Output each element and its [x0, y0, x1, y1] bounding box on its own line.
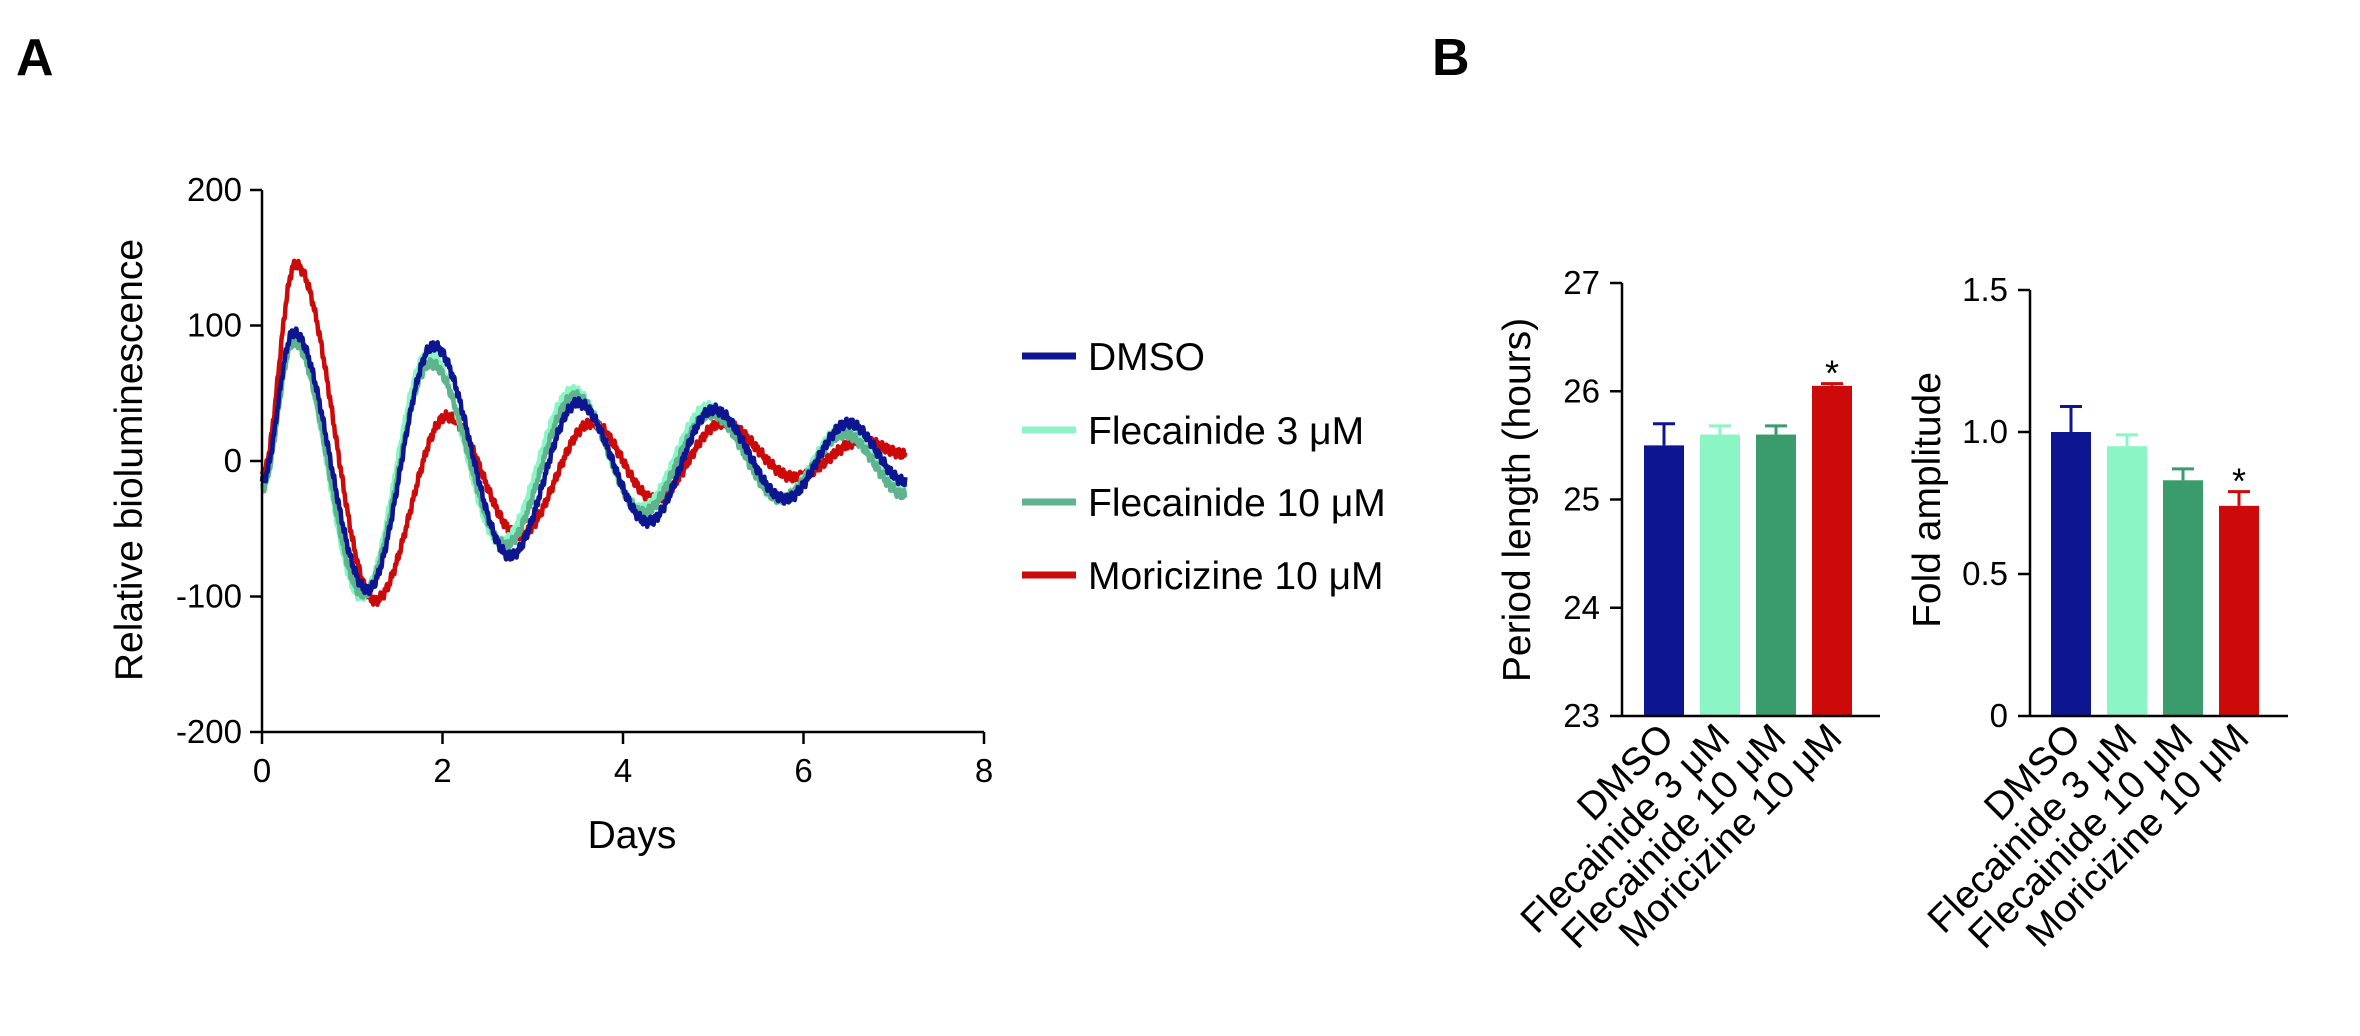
period-y-tick-label: 26	[1563, 372, 1600, 409]
line-y-tick-label: 200	[187, 171, 242, 208]
line-series-moricizine-10	[259, 258, 908, 607]
line-x-tick-label: 8	[975, 752, 993, 789]
line-x-tick-label: 4	[614, 752, 632, 789]
legend-label-flecainide-10: Flecainide 10 μM	[1088, 482, 1386, 525]
period-y-tick-label: 23	[1563, 697, 1600, 734]
line-y-tick-label: 0	[224, 442, 242, 479]
period-bar-moricizine-10	[1812, 385, 1852, 716]
period-bar-flecainide-3	[1700, 434, 1740, 716]
period-significance-star: *	[1825, 353, 1839, 394]
amplitude-bar-moricizine-10	[2219, 505, 2259, 716]
amplitude-y-tick-label: 1.5	[1962, 271, 2008, 308]
line-y-ticks: 200 100 0 -100 -200	[176, 171, 262, 750]
amplitude-bars	[2051, 404, 2259, 716]
period-y-tick-label: 27	[1563, 264, 1600, 301]
amplitude-significance-star: *	[2232, 461, 2246, 502]
amplitude-y-ticks: 1.5 1.0 0.5 0	[1962, 271, 2030, 734]
line-x-tick-label: 0	[253, 752, 271, 789]
panel-label-a: A	[16, 29, 54, 87]
period-bar-dmso	[1644, 445, 1684, 716]
legend: DMSO Flecainide 3 μM Flecainide 10 μM Mo…	[1022, 336, 1386, 598]
line-x-ticks: 0 2 4 6 8	[253, 732, 993, 789]
amplitude-y-tick-label: 1.0	[1962, 413, 2008, 450]
line-series-group	[259, 258, 908, 607]
legend-label-dmso: DMSO	[1088, 336, 1205, 379]
line-y-tick-label: 100	[187, 307, 242, 344]
period-y-tick-label: 24	[1563, 589, 1600, 626]
period-y-tick-label: 25	[1563, 481, 1600, 518]
amplitude-y-axis-title: Fold amplitude	[1906, 372, 1949, 628]
period-y-ticks: 27 26 25 24 23	[1563, 264, 1622, 734]
period-bars	[1644, 382, 1852, 716]
period-y-axis-title: Period length (hours)	[1496, 318, 1539, 682]
line-chart: 200 100 0 -100 -200 0 2 4 6 8 Days Relative biol…	[108, 171, 1386, 857]
amplitude-bar-dmso	[2051, 432, 2091, 716]
panel-label-b: B	[1432, 29, 1470, 87]
amplitude-y-tick-label: 0.5	[1962, 555, 2008, 592]
line-series-dmso	[259, 326, 908, 597]
line-y-axis-title: Relative bioluminescence	[108, 239, 151, 681]
line-x-axis-title: Days	[588, 814, 677, 857]
amplitude-y-tick-label: 0	[1990, 697, 2008, 734]
period-bar-flecainide-10	[1756, 434, 1796, 716]
line-x-tick-label: 2	[433, 752, 451, 789]
legend-label-moricizine-10: Moricizine 10 μM	[1088, 555, 1384, 598]
line-y-tick-label: -100	[176, 578, 242, 615]
line-x-tick-label: 6	[794, 752, 812, 789]
amplitude-bar-flecainide-10	[2163, 480, 2203, 716]
legend-label-flecainide-3: Flecainide 3 μM	[1088, 410, 1364, 453]
line-y-tick-label: -200	[176, 713, 242, 750]
amplitude-bar-flecainide-3	[2107, 446, 2147, 716]
